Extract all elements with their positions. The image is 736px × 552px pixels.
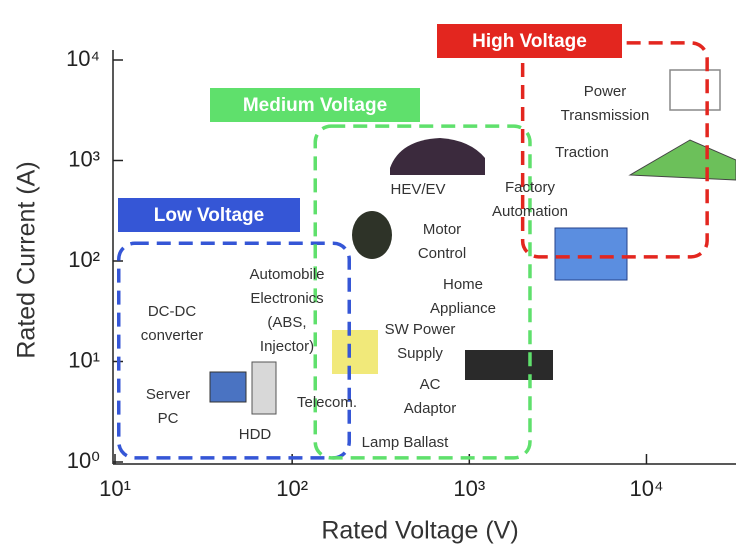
annotation: Appliance (430, 300, 496, 317)
y-tick-label: 10³ (68, 146, 100, 171)
annotation: SW Power (385, 321, 456, 338)
region-name: Medium Voltage (243, 95, 387, 116)
annotation: Traction (555, 144, 609, 161)
y-tick-label: 10² (68, 247, 100, 272)
annotation: HDD (239, 426, 272, 443)
y-axis-label: Rated Current (A) (13, 161, 41, 358)
x-tick-label: 10⁴ (630, 476, 664, 501)
chart: Rated Voltage (V) Rated Current (A) 10¹ 1… (0, 0, 736, 552)
annotation: PC (158, 410, 179, 427)
annotation: Server (146, 386, 190, 403)
annotation: Telecom. (297, 394, 357, 411)
annotation: converter (141, 327, 204, 344)
region-name: High Voltage (472, 31, 587, 52)
factory-icon (555, 228, 627, 280)
annotation: Transmission (561, 107, 650, 124)
server-icon (252, 362, 276, 414)
y-tick-label: 10¹ (68, 347, 100, 372)
annotation: Supply (397, 345, 443, 362)
annotation: DC-DC (148, 303, 196, 320)
x-axis-label: Rated Voltage (V) (321, 517, 518, 545)
car-icon (390, 138, 485, 175)
annotation: AC (420, 376, 441, 393)
annotation: (ABS, (267, 314, 306, 331)
annotation: Electronics (250, 290, 323, 307)
pc-icon (210, 372, 246, 402)
annotation: Automobile (249, 266, 324, 283)
annotation: Motor (423, 221, 461, 238)
annotation: Factory (505, 179, 556, 196)
telecom-icon (332, 330, 378, 374)
motor-icon (352, 211, 392, 259)
annotation: Home (443, 276, 483, 293)
y-tick-label: 10⁴ (66, 46, 100, 71)
x-tick-label: 10¹ (99, 476, 131, 501)
y-tick-label: 10⁰ (67, 448, 100, 473)
region-name: Low Voltage (154, 205, 264, 226)
annotation: HEV/EV (390, 181, 445, 198)
annotation: Injector) (260, 338, 314, 355)
annotation: Adaptor (404, 400, 457, 417)
annotation: Lamp Ballast (362, 434, 450, 451)
annotation: Power (584, 83, 627, 100)
supply-icon (465, 350, 553, 380)
annotation: Control (418, 245, 466, 262)
annotation: Automation (492, 203, 568, 220)
train-icon (630, 140, 736, 180)
x-tick-label: 10³ (453, 476, 485, 501)
tower-icon (670, 70, 720, 110)
x-tick-label: 10² (276, 476, 308, 501)
